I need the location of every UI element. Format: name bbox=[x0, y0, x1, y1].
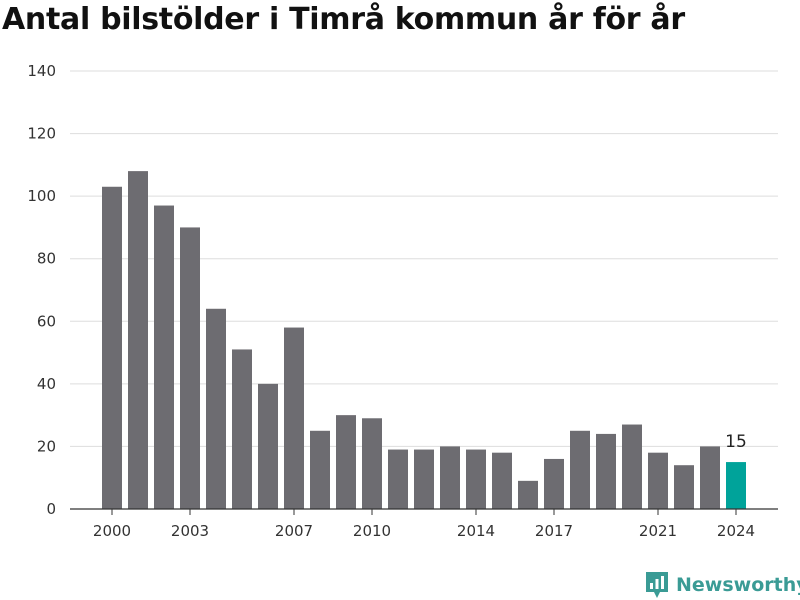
x-tick-label: 2007 bbox=[275, 522, 313, 540]
x-tick-label: 2003 bbox=[171, 522, 209, 540]
bar-2002 bbox=[154, 205, 174, 509]
bar-2014 bbox=[466, 449, 486, 509]
brand-name: Newsworthy bbox=[676, 574, 800, 596]
x-tick-label: 2017 bbox=[535, 522, 573, 540]
y-tick-label: 140 bbox=[27, 62, 56, 80]
x-tick-label: 2024 bbox=[717, 522, 755, 540]
bar-2003 bbox=[180, 227, 200, 509]
bar-2000 bbox=[102, 186, 122, 509]
newsworthy-logo-icon bbox=[646, 572, 668, 598]
x-tick-label: 2000 bbox=[93, 522, 131, 540]
bar-2015 bbox=[492, 452, 512, 509]
bar-2010 bbox=[362, 418, 382, 509]
y-tick-label: 100 bbox=[27, 187, 56, 205]
y-axis-ticks: 0 20 40 60 80 100 120 140 bbox=[27, 62, 56, 518]
bar-2001 bbox=[128, 171, 148, 509]
bar-2016 bbox=[518, 480, 538, 509]
bar-2017 bbox=[544, 458, 564, 509]
bar-2018 bbox=[570, 430, 590, 509]
bar-2009 bbox=[336, 415, 356, 509]
chart-title: Antal bilstölder i Timrå kommun år för å… bbox=[2, 2, 685, 37]
bar-2008 bbox=[310, 430, 330, 509]
y-tick-label: 20 bbox=[37, 437, 56, 455]
bar-2004 bbox=[206, 308, 226, 509]
bar-2022 bbox=[674, 465, 694, 509]
bar-2023 bbox=[700, 446, 720, 509]
y-tick-label: 60 bbox=[37, 312, 56, 330]
bar-2013 bbox=[440, 446, 460, 509]
bar-2007 bbox=[284, 327, 304, 509]
bar-2012 bbox=[414, 449, 434, 509]
x-tick-label: 2014 bbox=[457, 522, 495, 540]
data-label-2024: 15 bbox=[725, 432, 747, 452]
bar-2005 bbox=[232, 349, 252, 509]
y-tick-label: 40 bbox=[37, 375, 56, 393]
bar-2011 bbox=[388, 449, 408, 509]
data-labels: 15 bbox=[725, 432, 747, 452]
bar-2006 bbox=[258, 383, 278, 509]
y-tick-label: 80 bbox=[37, 250, 56, 268]
x-tick-label: 2021 bbox=[639, 522, 677, 540]
bar-2019 bbox=[596, 433, 616, 509]
bar-2020 bbox=[622, 424, 642, 509]
newsworthy-logo: Newsworthy bbox=[644, 570, 800, 600]
y-tick-label: 120 bbox=[27, 125, 56, 143]
gridlines bbox=[70, 70, 778, 447]
bars bbox=[102, 171, 746, 509]
y-tick-label: 0 bbox=[46, 500, 56, 518]
x-tick-label: 2010 bbox=[353, 522, 391, 540]
x-axis-ticks: 2000 2003 2007 2010 2014 2017 2021 2024 bbox=[93, 509, 755, 540]
bar-2021 bbox=[648, 452, 668, 509]
bar-2024 bbox=[726, 462, 746, 509]
